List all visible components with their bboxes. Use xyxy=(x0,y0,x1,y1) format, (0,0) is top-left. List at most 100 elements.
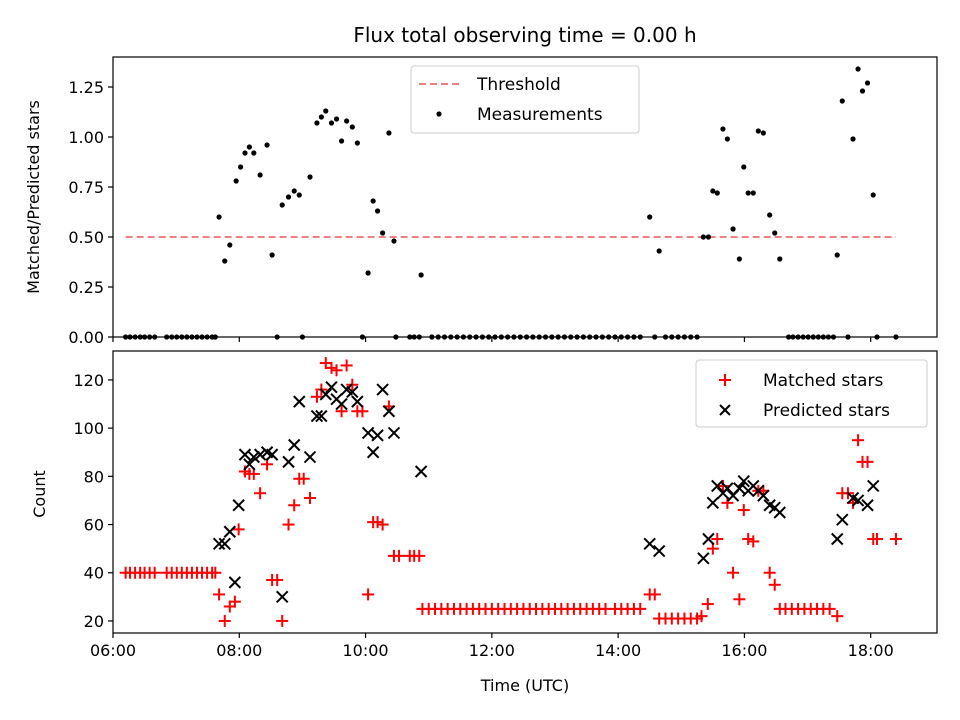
predicted-point xyxy=(303,450,317,464)
matched-point xyxy=(310,390,323,403)
data-point xyxy=(714,190,720,196)
predicted-point xyxy=(757,489,770,502)
predicted-point xyxy=(238,448,252,461)
y-axis-label: Count xyxy=(30,470,49,518)
y-tick-label: 60 xyxy=(84,516,104,535)
predicted-point xyxy=(702,532,715,546)
data-point xyxy=(365,270,371,276)
data-point xyxy=(777,256,783,262)
data-point xyxy=(246,144,252,150)
predicted-point xyxy=(223,525,237,538)
data-point xyxy=(285,194,292,200)
data-point xyxy=(264,142,270,148)
data-point xyxy=(333,116,340,122)
y-tick-label: 0.25 xyxy=(68,278,104,297)
data-point xyxy=(745,190,751,196)
matched-point xyxy=(768,578,781,591)
tick-group: 06:00 08:00 10:00 12:00 14:00 16:00 18:00 20 40 6… xyxy=(73,371,893,660)
data-point xyxy=(859,88,866,94)
count-panel: Count Time (UTC) 06:00 08:00 10:00 12:00 14:… xyxy=(30,350,938,695)
x-tick-label: 18:00 xyxy=(848,641,894,660)
x-tick-label: 08:00 xyxy=(216,641,262,660)
data-point xyxy=(296,192,302,198)
matched-point xyxy=(213,588,226,601)
data-point xyxy=(391,238,397,244)
predicted-point xyxy=(288,438,301,452)
matched-point xyxy=(330,364,343,377)
predicted-point xyxy=(414,465,428,478)
data-point xyxy=(700,234,706,240)
data-point xyxy=(269,252,275,258)
data-point xyxy=(318,114,324,120)
predicted-point xyxy=(243,458,256,471)
predicted-point xyxy=(652,544,666,558)
data-point xyxy=(647,214,653,220)
data-point xyxy=(307,174,313,180)
data-point xyxy=(418,272,424,278)
matched-point xyxy=(711,533,724,545)
y-tick-label: 120 xyxy=(73,371,104,390)
axes-frame xyxy=(112,56,938,338)
predicted-point xyxy=(773,506,786,519)
data-point xyxy=(242,150,248,156)
legend-measurements-label: Measurements xyxy=(477,105,603,125)
data-point xyxy=(279,202,285,208)
matched-point xyxy=(254,487,267,500)
predicted-point xyxy=(831,532,844,546)
matched-point xyxy=(871,533,884,545)
matched-point xyxy=(325,361,338,374)
data-point xyxy=(870,192,876,198)
predicted-point xyxy=(851,494,865,507)
y-tick-label: 0.00 xyxy=(68,328,104,347)
data-point xyxy=(724,136,730,142)
predicted-point xyxy=(371,429,384,442)
matched-point xyxy=(742,533,755,545)
matched-point xyxy=(701,598,714,611)
predicted-point xyxy=(253,448,267,461)
predicted-point xyxy=(361,426,375,440)
predicted-point xyxy=(737,474,750,488)
data-point xyxy=(323,108,329,114)
predicted-point xyxy=(282,455,295,469)
data-point xyxy=(338,138,345,144)
matched-point xyxy=(282,518,295,531)
predicted-point xyxy=(351,395,364,408)
y-tick-label: 1.00 xyxy=(68,128,104,147)
chart-title: Flux total observing time = 0.00 h xyxy=(353,23,696,47)
matched-point xyxy=(340,359,353,372)
data-point xyxy=(839,98,845,104)
matched-point xyxy=(228,595,241,608)
data-point xyxy=(864,80,871,86)
matched-point xyxy=(733,593,746,606)
y-tick-label: 100 xyxy=(73,419,104,438)
data-point xyxy=(314,120,320,126)
predicted-point xyxy=(293,395,306,408)
matched-point xyxy=(737,504,750,517)
data-point xyxy=(850,136,856,142)
matched-point xyxy=(648,588,661,601)
data-point xyxy=(222,258,228,264)
matched-point xyxy=(413,549,426,562)
data-point xyxy=(772,230,778,236)
predicted-point xyxy=(733,482,746,495)
data-point xyxy=(354,140,360,146)
axes-frame xyxy=(112,350,938,634)
predicted-point xyxy=(228,576,242,589)
data-point xyxy=(216,214,222,220)
y-tick-label: 20 xyxy=(84,612,104,631)
matched-point xyxy=(727,566,740,579)
y-axis-label: Matched/Predicted stars xyxy=(24,100,43,294)
data-point xyxy=(730,226,736,232)
matched-point xyxy=(218,614,231,627)
predicted-point xyxy=(376,383,389,396)
predicted-point xyxy=(861,499,874,512)
x-tick-label: 10:00 xyxy=(343,641,389,660)
matched-point xyxy=(209,566,222,579)
x-tick-label: 14:00 xyxy=(595,641,641,660)
predicted-point xyxy=(706,496,720,510)
predicted-point xyxy=(697,552,710,565)
matched-point xyxy=(852,434,865,447)
matched-point xyxy=(371,516,384,529)
legend-matched-swatch xyxy=(719,374,731,386)
ratio-panel: Flux total observing time = 0.00 h Match… xyxy=(24,23,938,347)
